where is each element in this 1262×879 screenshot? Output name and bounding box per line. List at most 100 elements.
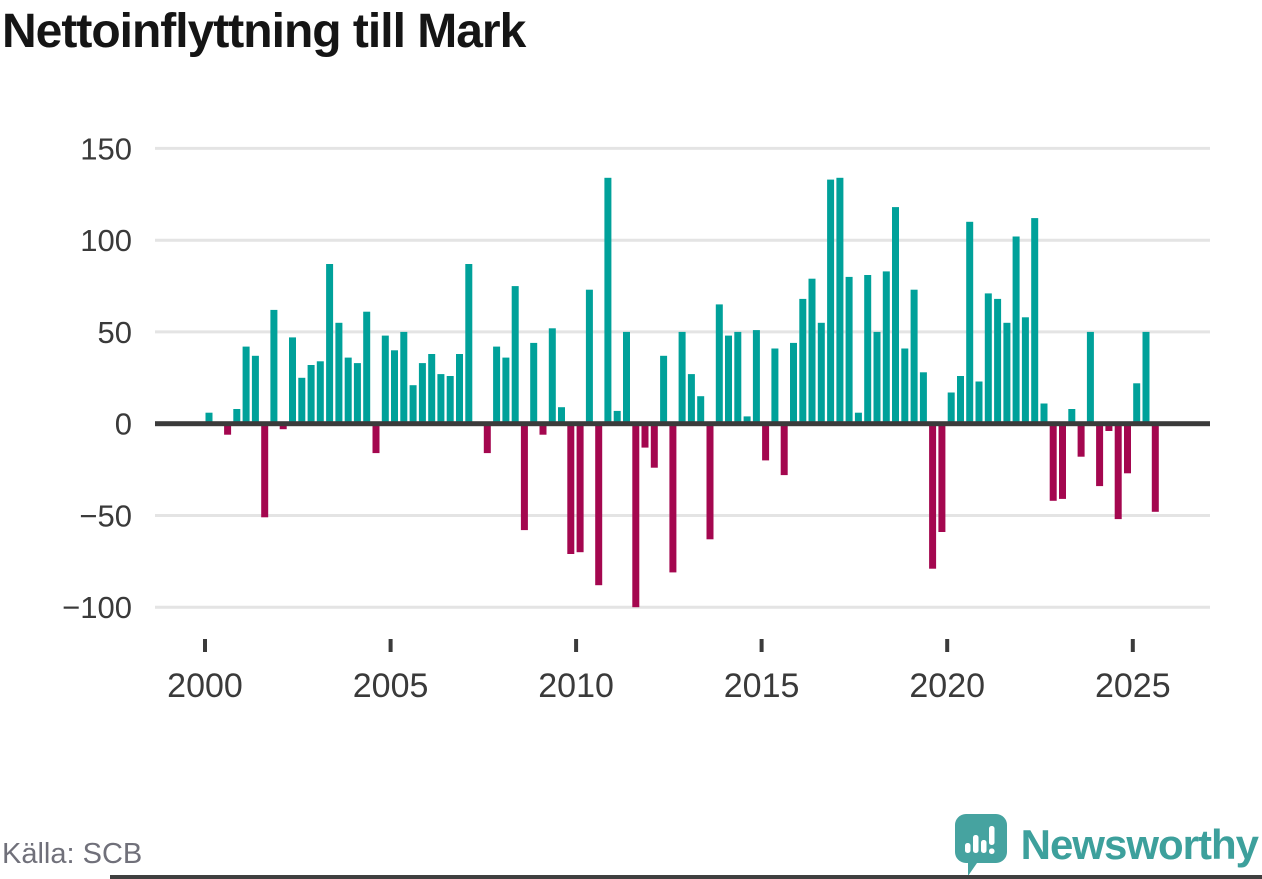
bar-2001Q4 xyxy=(270,309,278,424)
bar-2022Q2 xyxy=(1031,218,1039,424)
bar-2024Q2 xyxy=(1105,423,1113,431)
bar-2018Q2 xyxy=(882,271,890,424)
bar-2005Q3 xyxy=(409,385,417,424)
bar-2023Q3 xyxy=(1077,423,1085,457)
bar-2023Q4 xyxy=(1086,331,1094,424)
bar-2011Q1 xyxy=(613,410,621,424)
bar-2013Q3 xyxy=(706,423,714,540)
bar-2019Q3 xyxy=(929,423,937,569)
bar-2003Q4 xyxy=(344,357,352,424)
bar-2024Q4 xyxy=(1124,423,1131,474)
bar-2006Q4 xyxy=(456,354,463,424)
bar-2003Q2 xyxy=(326,264,334,424)
y-tick-label--100: −100 xyxy=(62,590,132,625)
x-tick-label-2000: 2000 xyxy=(167,667,243,705)
bar-2016Q2 xyxy=(808,278,816,424)
bar-2023Q2 xyxy=(1068,409,1076,424)
bar-2014Q1 xyxy=(725,335,732,424)
bar-2021Q1 xyxy=(984,293,992,424)
bar-2015Q3 xyxy=(780,423,788,476)
bar-2014Q3 xyxy=(743,416,751,424)
bar-2021Q2 xyxy=(994,298,1002,424)
newsworthy-logo-text: Newsworthy xyxy=(1020,821,1259,868)
bar-2017Q3 xyxy=(854,412,862,424)
bar-2010Q1 xyxy=(576,423,584,553)
bar-2007Q1 xyxy=(465,264,473,424)
bar-2005Q4 xyxy=(418,363,426,424)
bar-2017Q1 xyxy=(836,177,844,424)
bar-2006Q1 xyxy=(428,354,436,424)
bar-2000Q4 xyxy=(233,409,241,424)
bar-2022Q1 xyxy=(1021,317,1029,424)
bar-2015Q1 xyxy=(762,423,770,461)
bar-2011Q2 xyxy=(623,331,630,424)
bar-2000Q3 xyxy=(224,423,232,435)
bar-2001Q1 xyxy=(242,346,250,424)
bar-2018Q1 xyxy=(873,331,881,424)
bar-2018Q4 xyxy=(901,348,909,424)
bar-2010Q4 xyxy=(604,177,612,424)
y-tick-label-150: 150 xyxy=(80,131,132,166)
x-tick-label-2015: 2015 xyxy=(724,667,800,705)
bar-2001Q2 xyxy=(251,355,259,424)
bar-2002Q2 xyxy=(289,337,296,424)
bar-2008Q2 xyxy=(511,286,519,424)
bar-2020Q3 xyxy=(966,221,974,424)
bar-2003Q3 xyxy=(335,322,343,424)
bar-2016Q4 xyxy=(827,179,835,424)
bar-2000Q1 xyxy=(205,412,213,424)
bar-2014Q4 xyxy=(752,330,760,424)
bar-2011Q4 xyxy=(641,423,649,448)
bar-2007Q4 xyxy=(493,346,501,424)
bar-2003Q1 xyxy=(316,361,324,424)
bar-2012Q4 xyxy=(678,331,686,424)
bar-2006Q2 xyxy=(437,374,445,424)
bar-2011Q3 xyxy=(632,423,640,608)
x-tick-label-2010: 2010 xyxy=(538,667,614,705)
bar-2012Q3 xyxy=(669,423,677,573)
bar-2009Q4 xyxy=(567,423,575,554)
bar-2024Q1 xyxy=(1096,423,1104,487)
bar-2002Q4 xyxy=(307,365,315,424)
bar-2016Q1 xyxy=(799,298,807,424)
bar-2002Q1 xyxy=(279,423,287,430)
bar-2020Q2 xyxy=(957,376,964,424)
bar-2024Q3 xyxy=(1114,423,1122,520)
bar-2008Q1 xyxy=(502,357,510,424)
bar-2004Q2 xyxy=(363,311,371,424)
bar-2001Q3 xyxy=(261,423,269,518)
bar-2019Q4 xyxy=(938,423,946,532)
bar-2019Q2 xyxy=(919,372,927,424)
bar-2005Q2 xyxy=(400,331,408,424)
bar-2020Q4 xyxy=(975,381,983,424)
bar-2022Q4 xyxy=(1049,423,1057,501)
bar-2012Q1 xyxy=(650,423,658,468)
bar-2021Q3 xyxy=(1003,322,1011,424)
bar-2012Q2 xyxy=(660,355,668,424)
zero-axis-line xyxy=(155,421,1210,427)
bar-2008Q4 xyxy=(530,342,538,424)
bar-2005Q1 xyxy=(391,350,398,424)
bar-2002Q3 xyxy=(298,377,306,424)
bar-2009Q2 xyxy=(548,328,556,424)
bar-2009Q3 xyxy=(558,407,565,424)
logo-bars-glyph xyxy=(964,826,995,854)
bar-2013Q1 xyxy=(687,374,695,424)
x-tick-label-2005: 2005 xyxy=(353,667,429,705)
bar-2010Q2 xyxy=(585,289,593,424)
bar-2013Q4 xyxy=(715,304,723,424)
source-label: Källa: SCB xyxy=(2,838,143,870)
bar-2004Q3 xyxy=(372,423,380,454)
newsworthy-logo-icon xyxy=(954,814,1007,876)
bar-2022Q3 xyxy=(1040,403,1048,424)
bar-2025Q3 xyxy=(1151,423,1159,512)
bar-2021Q4 xyxy=(1012,236,1020,424)
bar-2009Q1 xyxy=(539,423,547,435)
y-tick-label-100: 100 xyxy=(80,223,132,258)
y-tick-label-0: 0 xyxy=(115,407,132,442)
x-tick-label-2025: 2025 xyxy=(1095,667,1171,705)
bar-2013Q2 xyxy=(697,396,705,424)
bar-2023Q1 xyxy=(1059,423,1066,499)
bar-2014Q2 xyxy=(734,331,742,424)
